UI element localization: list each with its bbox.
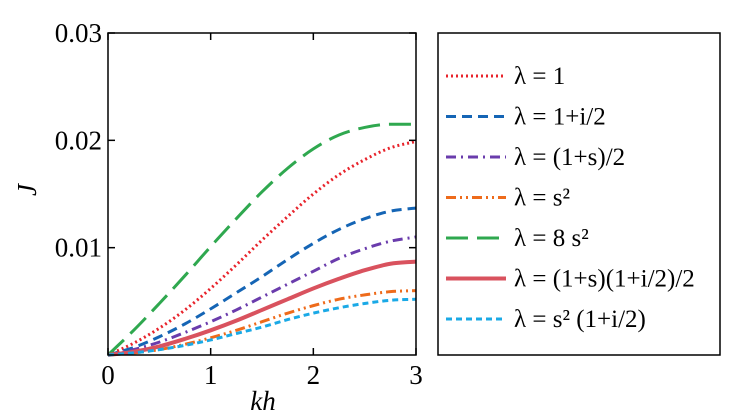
x-tick-label: 1 [204, 360, 218, 390]
legend-label-1: λ = 1 [514, 63, 565, 90]
axes: 0 1 2 3 0.01 0.02 0.03 [55, 18, 423, 390]
y-tick-label: 0.03 [55, 18, 102, 48]
y-tick-label: 0.01 [55, 233, 102, 263]
legend-label-7: λ = s² (1+i/2) [514, 306, 646, 333]
plot-area [106, 122, 417, 357]
legend-label-3: λ = (1+s)/2 [514, 144, 625, 171]
y-axis-label: J [12, 182, 42, 196]
x-tick-label: 3 [409, 360, 423, 390]
series-line-2 [107, 206, 417, 357]
x-tick-label: 0 [101, 360, 115, 390]
series-line-5 [106, 122, 416, 357]
legend-label-2: λ = 1+i/2 [514, 104, 606, 131]
legend-frame [437, 32, 721, 356]
y-tick-label: 0.02 [55, 125, 102, 155]
series-line-3 [107, 235, 417, 357]
series-line-7 [107, 297, 417, 357]
x-tick-label: 2 [307, 360, 321, 390]
series-line-6 [107, 259, 417, 357]
series-line-4 [107, 289, 417, 357]
legend-label-4: λ = s² [514, 185, 570, 212]
legend-label-5: λ = 8 s² [514, 225, 589, 252]
legend: λ = 1 λ = 1+i/2 λ = (1+s)/2 λ = s² λ = 8 s² λ… [437, 32, 721, 356]
plot-frame [107, 32, 417, 356]
x-axis-label: kh [250, 386, 275, 416]
legend-label-6: λ = (1+s)(1+i/2)/2 [514, 266, 695, 293]
